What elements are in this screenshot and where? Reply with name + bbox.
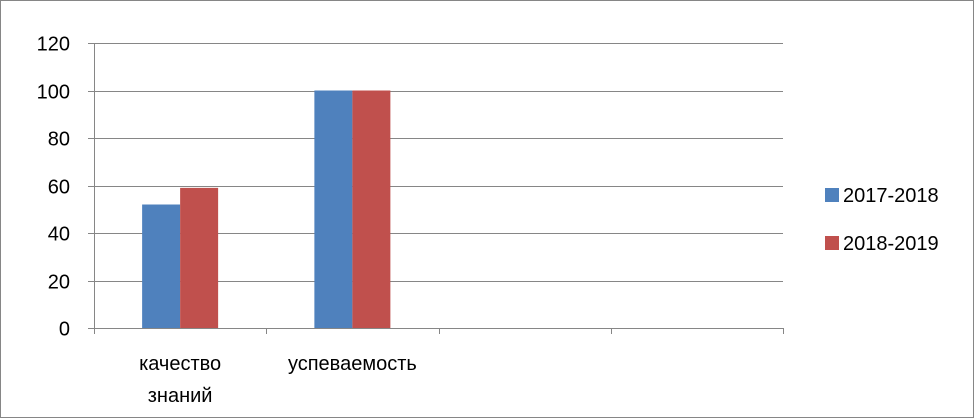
legend-label: 2018-2019 [843, 233, 939, 255]
x-tick-labels: качество знаний успеваемость [139, 353, 417, 407]
legend-swatch [825, 188, 839, 202]
bar-1-1 [142, 204, 181, 328]
bars [142, 90, 391, 328]
y-tick-label: 40 [48, 224, 70, 246]
y-tick-label: 100 [37, 82, 70, 104]
bar-2-1 [180, 187, 219, 328]
bar-1-2 [314, 90, 353, 328]
y-tick-label: 80 [48, 129, 70, 151]
axes [88, 43, 784, 334]
x-tick-label: знаний [148, 385, 213, 407]
legend-label: 2017-2018 [843, 185, 939, 207]
x-tick-label: успеваемость [288, 353, 417, 375]
y-tick-label: 0 [59, 319, 70, 341]
y-tick-label: 60 [48, 177, 70, 199]
y-tick-labels: 0 20 40 60 80 100 120 [37, 34, 70, 341]
legend-item: 2018-2019 [825, 233, 939, 255]
y-tick-label: 20 [48, 272, 70, 294]
legend: 2017-2018 2018-2019 [825, 185, 939, 255]
y-tick-label: 120 [37, 34, 70, 56]
legend-item: 2017-2018 [825, 185, 939, 207]
bar-2-2 [352, 90, 391, 328]
x-tick-label: качество [139, 353, 221, 375]
legend-swatch [825, 236, 839, 250]
